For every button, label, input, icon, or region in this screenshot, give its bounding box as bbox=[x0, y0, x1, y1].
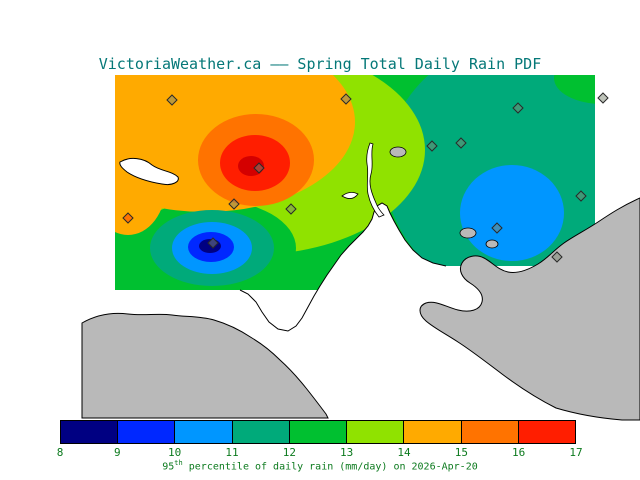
colorbar-tick-label: 15 bbox=[454, 446, 468, 459]
colorbar-tick-label: 9 bbox=[114, 446, 121, 459]
land-south bbox=[81, 312, 329, 419]
station-marker bbox=[207, 237, 219, 249]
island-small-1 bbox=[389, 146, 407, 158]
chart-title: VictoriaWeather.ca —— Spring Total Daily… bbox=[98, 55, 542, 73]
colorbar-segment bbox=[404, 421, 462, 443]
station-markers bbox=[122, 92, 609, 263]
colorbar-segment bbox=[461, 421, 519, 443]
colorbar-segment bbox=[61, 421, 119, 443]
colorbar-tick-label: 12 bbox=[282, 446, 296, 459]
lake bbox=[119, 157, 179, 185]
station-marker bbox=[455, 137, 467, 149]
colorbar-segment bbox=[175, 421, 233, 443]
colorbar-segment bbox=[347, 421, 405, 443]
colorbar bbox=[60, 420, 576, 444]
station-marker bbox=[340, 93, 352, 105]
land-east bbox=[419, 197, 640, 421]
station-marker bbox=[575, 190, 587, 202]
colorbar-ticks: 8 9 10 11 12 13 14 15 16 17 bbox=[56, 446, 583, 460]
colorbar-tick-label: 14 bbox=[397, 446, 411, 459]
colorbar-segment bbox=[518, 421, 575, 443]
colorbar-caption: 95th percentile of daily rain (mm/day) o… bbox=[0, 459, 640, 472]
station-marker bbox=[122, 212, 134, 224]
colorbar-tick-label: 13 bbox=[340, 446, 354, 459]
colorbar-tick-label: 10 bbox=[168, 446, 182, 459]
colorbar-segment bbox=[118, 421, 176, 443]
contour-corner-green bbox=[554, 75, 595, 104]
caption-superscript: th bbox=[174, 459, 183, 467]
coastline bbox=[239, 202, 447, 332]
station-marker bbox=[551, 251, 563, 263]
colorbar-segment bbox=[232, 421, 290, 443]
contour-east-low-blue bbox=[460, 165, 564, 261]
colorbar-tick-label: 16 bbox=[512, 446, 526, 459]
station-marker bbox=[597, 92, 609, 104]
colorbar-tick-label: 17 bbox=[569, 446, 583, 459]
caption-rest: percentile of daily rain (mm/day) on 202… bbox=[182, 461, 478, 473]
station-marker bbox=[512, 102, 524, 114]
station-marker bbox=[426, 140, 438, 152]
harbour-notch bbox=[341, 192, 359, 199]
station-marker bbox=[166, 94, 178, 106]
station-marker bbox=[491, 222, 503, 234]
colorbar-tick-label: 11 bbox=[225, 446, 239, 459]
inlet-channel bbox=[366, 142, 385, 218]
island-small-2 bbox=[459, 227, 477, 239]
contour-orange-region bbox=[115, 75, 355, 212]
station-marker bbox=[285, 203, 297, 215]
station-marker bbox=[228, 198, 240, 210]
colorbar-segment bbox=[289, 421, 348, 443]
island-small-3 bbox=[485, 239, 499, 249]
caption-base: 95 bbox=[162, 461, 175, 473]
station-marker bbox=[253, 162, 265, 174]
colorbar-tick-label: 8 bbox=[56, 446, 64, 459]
